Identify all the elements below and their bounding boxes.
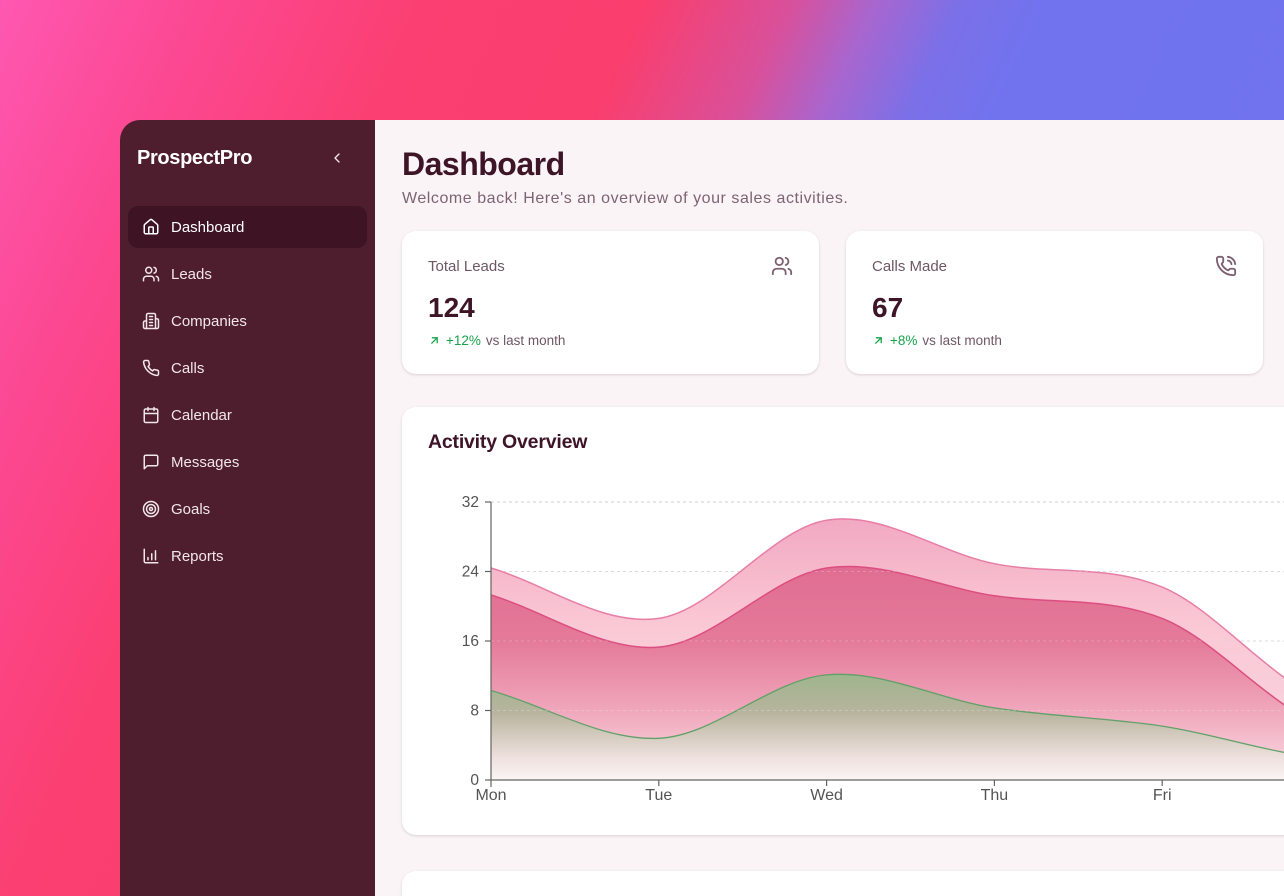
svg-text:Thu: Thu [981,787,1009,804]
svg-text:32: 32 [462,494,479,511]
svg-text:8: 8 [470,703,479,720]
svg-text:Fri: Fri [1153,787,1172,804]
svg-text:16: 16 [462,633,479,650]
svg-text:Wed: Wed [810,787,843,804]
svg-text:0: 0 [470,772,479,789]
svg-text:Tue: Tue [645,787,672,804]
svg-text:24: 24 [462,564,480,581]
svg-text:Mon: Mon [475,787,506,804]
